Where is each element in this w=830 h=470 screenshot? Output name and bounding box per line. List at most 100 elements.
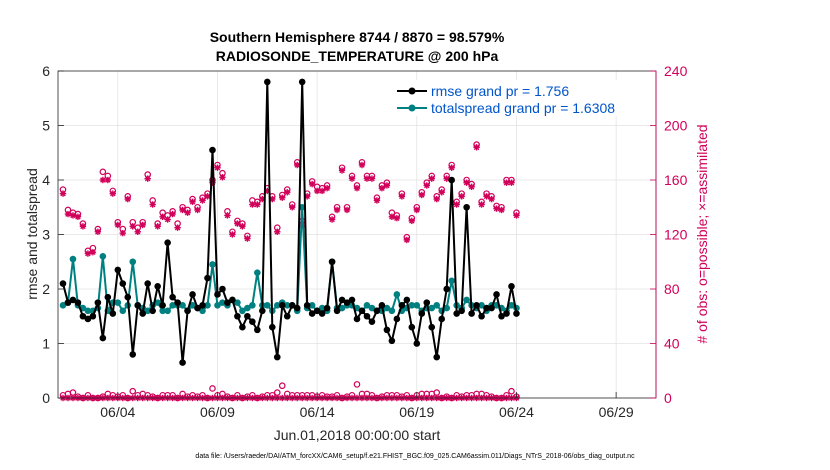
totalspread-point [199,307,206,315]
rmse-point [84,315,92,323]
x-axis-label: Jun.01,2018 00:00:00 start [274,427,441,443]
obs-assimilated-point [393,214,401,222]
obs-assimilated-point [328,216,336,223]
obs-assimilated-point [318,187,326,195]
right-axis-label: # of obs: o=possible; ×=assimilated [694,124,710,343]
totalspread-point [264,302,271,309]
legend-box [392,80,650,116]
obs-assimilated-point [249,201,256,208]
rmse-point [448,176,455,184]
rmse-point [129,351,137,358]
obs-assimilated-point [169,210,176,218]
rmse-point [483,304,490,312]
rmse-point [99,334,107,342]
rmse-series [59,78,520,366]
obs-rejected-point [209,385,216,392]
totalspread-point [433,302,441,309]
totalspread-point [428,304,436,312]
left-tick-label: 4 [42,172,50,188]
totalspread-point [129,258,137,266]
obs-assimilated-point [294,161,301,169]
obs-assimilated-point [149,201,156,208]
rmse-point [353,315,361,323]
obs-assimilated-point [453,201,460,208]
rmse-point [418,310,426,317]
totalspread-point [154,299,161,306]
obs-assimilated-point [189,198,196,205]
obs-assimilated-point [119,229,126,237]
rmse-point [413,340,421,347]
obs-assimilated-point [234,220,241,227]
obs-assimilated-point [373,197,381,204]
obs-assimilated-point [124,195,131,203]
rmse-point [438,315,446,323]
totalspread-point [234,299,241,306]
totalspread-point [84,307,92,315]
totalspread-point [383,304,391,312]
rmse-point [184,307,191,315]
totalspread-point [179,302,186,309]
obs-assimilated-point [79,223,87,230]
rmse-point [89,312,97,320]
totalspread-point [214,302,221,309]
rmse-point [278,302,286,309]
obs-assimilated-point [229,231,236,238]
obs-count-series [59,141,520,402]
obs-assimilated-point [488,195,495,203]
rmse-point [488,304,495,312]
obs-assimilated-point [358,161,366,169]
rmse-point [308,310,316,317]
obs-assimilated-point [129,223,136,230]
totalspread-point [69,255,77,263]
totalspread-point [408,302,416,309]
rmse-point [463,203,470,211]
x-tick-label: 06/14 [300,404,335,420]
obs-assimilated-point [478,201,485,208]
obs-assimilated-point [164,216,171,223]
left-axis: 0 1 2 3 4 5 6 [42,63,64,406]
obs-rejected-point [508,387,515,395]
totalspread-point [209,261,216,268]
right-tick-label: 200 [664,118,688,134]
obs-assimilated-point [114,221,121,229]
totalspread-point [59,302,67,309]
obs-assimilated-point [109,190,117,197]
totalspread-point [443,304,451,312]
obs-assimilated-point [69,212,77,219]
obs-assimilated-point [244,235,251,242]
rmse-point [293,304,301,312]
obs-assimilated-point [458,193,465,200]
obs-assimilated-point [493,205,500,212]
rmse-point [378,302,386,309]
obs-assimilated-point [368,175,376,182]
rmse-point [408,323,416,331]
rmse-point [104,293,112,301]
obs-assimilated-point [418,191,425,199]
obs-assimilated-point [423,182,430,189]
totalspread-point [204,302,211,309]
rmse-point [383,326,391,334]
rmse-point [298,78,306,86]
rmse-point [318,310,326,317]
totalspread-point [283,302,291,309]
totalspread-point [388,307,396,315]
obs-rejected-point [129,387,137,395]
obs-assimilated-point [84,250,92,257]
rmse-point [254,326,261,334]
rmse-point [363,312,371,320]
obs-assimilated-point [184,209,191,216]
rmse-point [134,302,142,309]
x-tick-label: 06/09 [200,404,235,420]
rmse-point [164,239,171,246]
right-tick-label: 0 [664,390,672,406]
rmse-point [204,274,211,282]
rmse-point [154,282,161,290]
totalspread-point [308,302,316,309]
rmse-point [259,307,266,315]
rmse-point [503,310,510,317]
rmse-point [169,293,176,301]
x-tick-label: 06/29 [599,404,634,420]
left-tick-label: 0 [42,390,50,406]
totalspread-point [239,307,246,315]
totalspread-point [463,296,470,304]
